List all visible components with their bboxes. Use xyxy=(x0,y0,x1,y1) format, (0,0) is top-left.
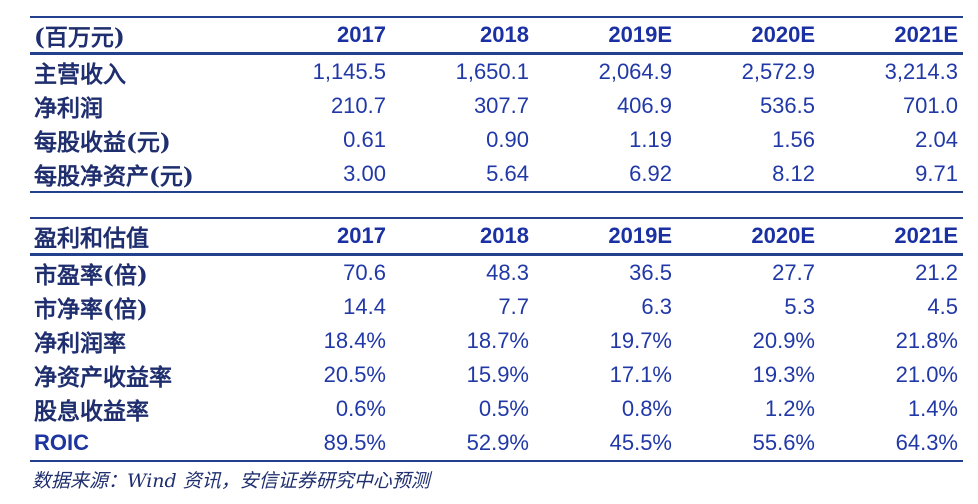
value-cell: 45.5% xyxy=(609,430,672,455)
value-cell: 8.12 xyxy=(772,161,815,186)
value-cell: 19.3% xyxy=(752,362,815,387)
row-label: 主营收入 xyxy=(34,61,126,88)
value-cell: 18.4% xyxy=(323,328,386,353)
value-cell: 6.3 xyxy=(641,294,672,319)
table-row-pb: 市净率(倍) 14.4 7.7 6.3 5.3 4.5 xyxy=(30,290,963,324)
unit-label: (百万元) xyxy=(34,24,125,51)
row-label: 每股净资产(元) xyxy=(34,163,194,190)
row-label: 净利润 xyxy=(34,95,103,122)
value-cell: 55.6% xyxy=(752,430,815,455)
value-cell: 17.1% xyxy=(609,362,672,387)
value-cell: 19.7% xyxy=(609,328,672,353)
value-cell: 1,650.1 xyxy=(455,59,529,84)
value-cell: 5.3 xyxy=(784,294,815,319)
financial-forecast-table: (百万元) 2017 2018 2019E 2020E 2021E 主营收入 1… xyxy=(30,16,963,193)
year-header-2017: 2017 xyxy=(337,223,386,248)
row-label: 市净率(倍) xyxy=(34,296,148,323)
table-row-net-margin: 净利润率 18.4% 18.7% 19.7% 20.9% 21.8% xyxy=(30,324,963,358)
table-row-revenue: 主营收入 1,145.5 1,650.1 2,064.9 2,572.9 3,2… xyxy=(30,54,963,90)
row-label: ROIC xyxy=(34,430,89,455)
section-title: 盈利和估值 xyxy=(34,225,149,252)
value-cell: 2,064.9 xyxy=(598,59,672,84)
year-header-2020e: 2020E xyxy=(751,22,815,47)
value-cell: 18.7% xyxy=(466,328,529,353)
row-label: 市盈率(倍) xyxy=(34,262,148,289)
year-header-2021e: 2021E xyxy=(894,223,958,248)
table-row-bps: 每股净资产(元) 3.00 5.64 6.92 8.12 9.71 xyxy=(30,157,963,192)
value-cell: 21.2 xyxy=(915,260,958,285)
year-header-2018: 2018 xyxy=(480,22,529,47)
value-cell: 536.5 xyxy=(759,93,815,118)
table-row-roic: ROIC 89.5% 52.9% 45.5% 55.6% 64.3% xyxy=(30,426,963,461)
value-cell: 0.90 xyxy=(486,127,529,152)
value-cell: 1.56 xyxy=(772,127,815,152)
year-header-2021e: 2021E xyxy=(894,22,958,47)
table1-header-row: (百万元) 2017 2018 2019E 2020E 2021E xyxy=(30,17,963,54)
row-label: 净利润率 xyxy=(34,330,126,357)
data-source-note: 数据来源：Wind 资讯，安信证券研究中心预测 xyxy=(32,470,430,492)
year-header-2020e: 2020E xyxy=(751,223,815,248)
value-cell: 27.7 xyxy=(772,260,815,285)
year-header-2019e: 2019E xyxy=(608,22,672,47)
table-row-pe: 市盈率(倍) 70.6 48.3 36.5 27.7 21.2 xyxy=(30,255,963,291)
table2-header-row: 盈利和估值 2017 2018 2019E 2020E 2021E xyxy=(30,218,963,255)
value-cell: 0.61 xyxy=(343,127,386,152)
value-cell: 0.5% xyxy=(478,396,529,421)
value-cell: 701.0 xyxy=(902,93,958,118)
table-row-eps: 每股收益(元) 0.61 0.90 1.19 1.56 2.04 xyxy=(30,123,963,157)
year-header-2019e: 2019E xyxy=(608,223,672,248)
value-cell: 4.5 xyxy=(927,294,958,319)
row-label: 股息收益率 xyxy=(34,398,149,425)
value-cell: 0.8% xyxy=(621,396,672,421)
value-cell: 21.0% xyxy=(895,362,958,387)
value-cell: 1,145.5 xyxy=(312,59,386,84)
value-cell: 210.7 xyxy=(330,93,386,118)
value-cell: 21.8% xyxy=(895,328,958,353)
table-row-dividend-yield: 股息收益率 0.6% 0.5% 0.8% 1.2% 1.4% xyxy=(30,392,963,426)
value-cell: 89.5% xyxy=(323,430,386,455)
value-cell: 14.4 xyxy=(343,294,386,319)
value-cell: 1.2% xyxy=(764,396,815,421)
value-cell: 6.92 xyxy=(629,161,672,186)
value-cell: 3,214.3 xyxy=(884,59,958,84)
value-cell: 7.7 xyxy=(498,294,529,319)
profitability-valuation-table: 盈利和估值 2017 2018 2019E 2020E 2021E 市盈率(倍)… xyxy=(30,217,963,462)
value-cell: 36.5 xyxy=(629,260,672,285)
value-cell: 406.9 xyxy=(616,93,672,118)
table-row-net-profit: 净利润 210.7 307.7 406.9 536.5 701.0 xyxy=(30,89,963,123)
value-cell: 9.71 xyxy=(915,161,958,186)
value-cell: 3.00 xyxy=(343,161,386,186)
value-cell: 1.4% xyxy=(907,396,958,421)
value-cell: 0.6% xyxy=(335,396,386,421)
value-cell: 307.7 xyxy=(473,93,529,118)
table-row-roe: 净资产收益率 20.5% 15.9% 17.1% 19.3% 21.0% xyxy=(30,358,963,392)
value-cell: 70.6 xyxy=(343,260,386,285)
year-header-2018: 2018 xyxy=(480,223,529,248)
row-label: 每股收益(元) xyxy=(34,129,171,156)
value-cell: 20.9% xyxy=(752,328,815,353)
value-cell: 1.19 xyxy=(629,127,672,152)
value-cell: 15.9% xyxy=(466,362,529,387)
value-cell: 64.3% xyxy=(895,430,958,455)
value-cell: 2.04 xyxy=(915,127,958,152)
value-cell: 5.64 xyxy=(486,161,529,186)
value-cell: 52.9% xyxy=(466,430,529,455)
row-label: 净资产收益率 xyxy=(34,364,172,391)
value-cell: 2,572.9 xyxy=(741,59,815,84)
value-cell: 48.3 xyxy=(486,260,529,285)
year-header-2017: 2017 xyxy=(337,22,386,47)
value-cell: 20.5% xyxy=(323,362,386,387)
